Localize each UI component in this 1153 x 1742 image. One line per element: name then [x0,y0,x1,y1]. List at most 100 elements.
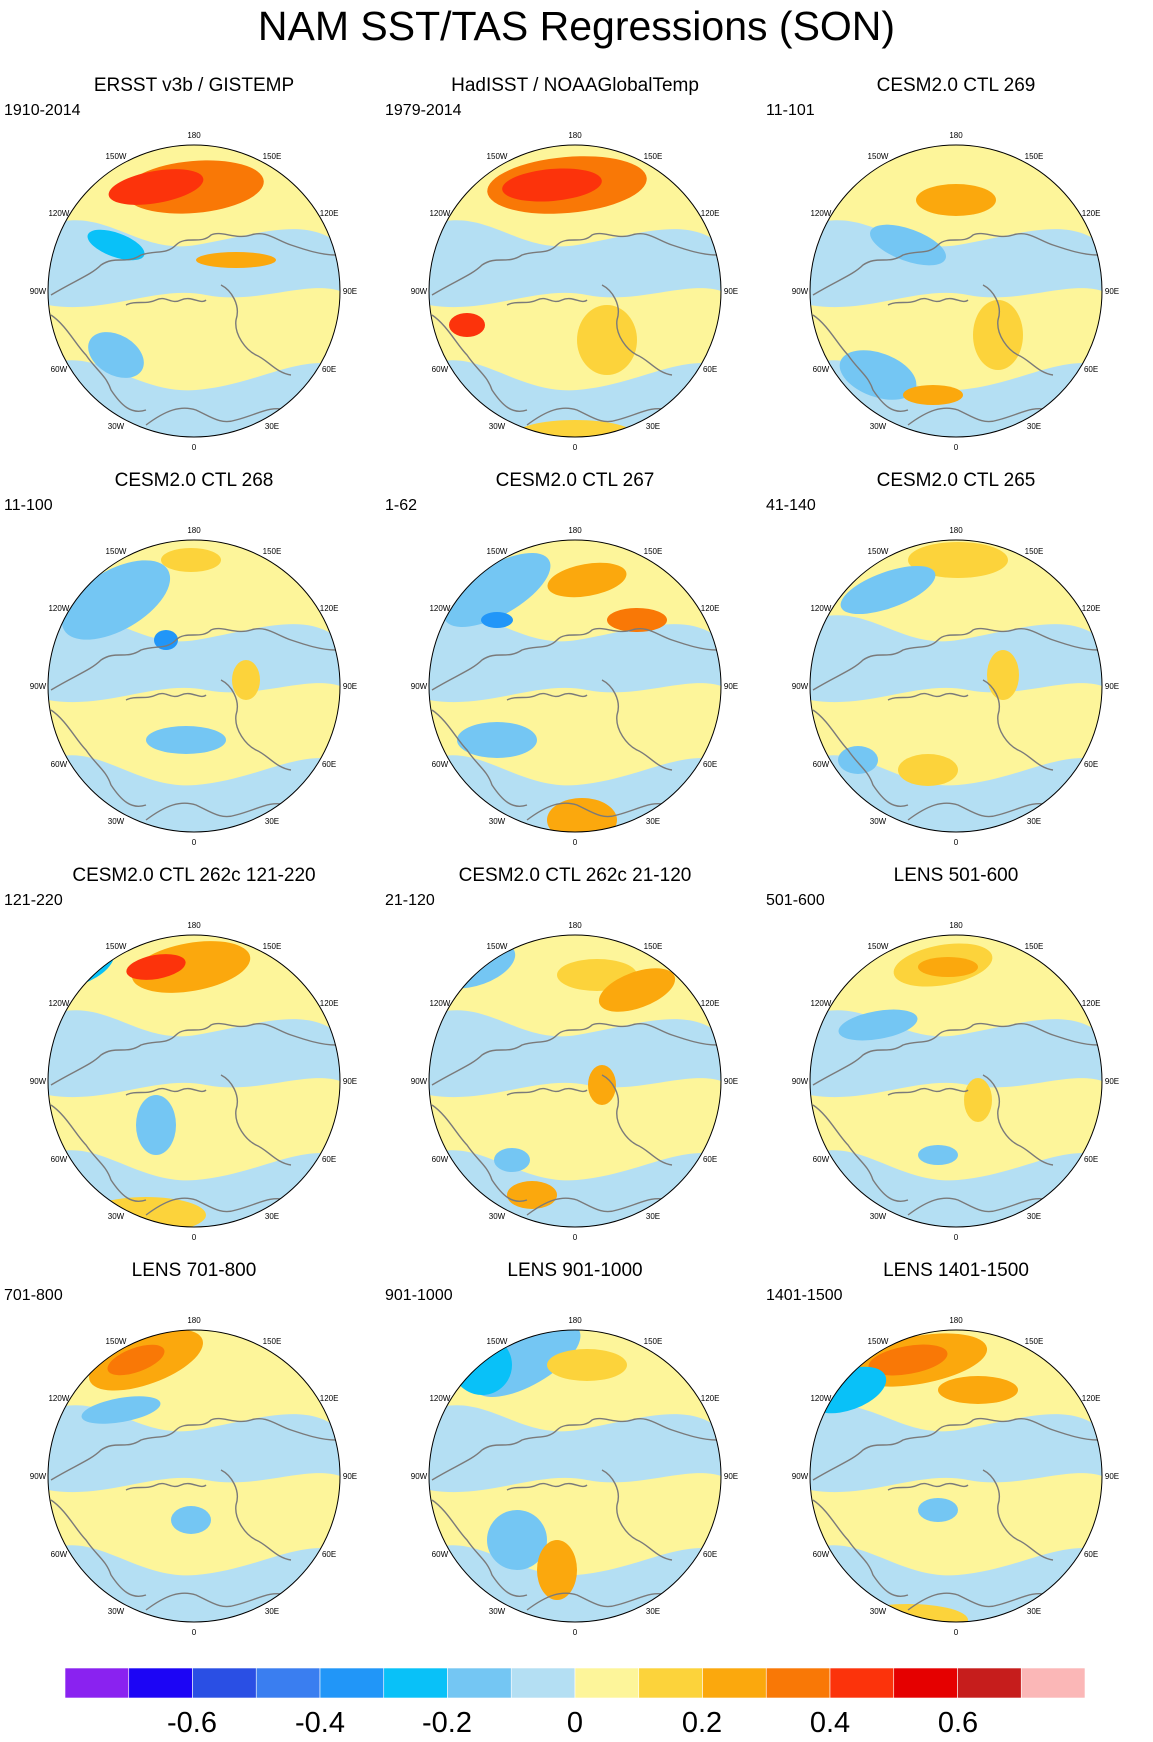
longitude-label: 30W [108,1212,125,1221]
figure-title: NAM SST/TAS Regressions (SON) [257,3,896,49]
anomaly-contour [903,385,963,405]
longitude-label: 120W [429,209,450,218]
longitude-label: 0 [954,1233,959,1242]
polar-map: 180 150E 120E 90E 60E 30E 0 30W 60W 90W 120W 150W [411,131,738,452]
longitude-label: 60W [51,1155,68,1164]
anomaly-contour [848,1604,968,1622]
longitude-label: 120W [810,999,831,1008]
longitude-label: 60E [322,1155,336,1164]
longitude-label: 60W [51,365,68,374]
longitude-label: 90W [411,287,428,296]
coastline [431,709,528,807]
anomaly-contour [502,168,602,202]
longitude-label: 90W [792,1472,809,1481]
colorbar-label: 0.4 [809,1707,851,1739]
longitude-label: 60W [51,1550,68,1559]
negative-anomaly-region [48,1010,340,1098]
polar-map: 180 150E 120E 90E 60E 30E 0 30W 60W 90W 120W 150W [792,526,1119,847]
longitude-label: 30W [489,817,506,826]
anomaly-contour [916,184,996,216]
longitude-label: 150E [263,547,282,556]
colorbar-label: -0.2 [422,1707,472,1739]
colorbar-swatch [765,1668,831,1698]
negative-anomaly-region [429,220,721,308]
longitude-label: 120E [320,209,339,218]
longitude-label: 0 [192,1628,197,1637]
coastline [506,1087,588,1096]
map-border [47,144,341,438]
anomaly-contour [146,726,226,754]
longitude-label: 60E [703,760,717,769]
panel-title: LENS 901-1000 [507,1260,643,1281]
longitude-label: 30W [870,1212,887,1221]
coastline [812,709,909,807]
longitude-label: 0 [573,838,578,847]
longitude-label: 30E [646,1212,660,1221]
longitude-label: 30E [1027,817,1041,826]
coastline [50,627,337,691]
longitude-label: 180 [568,526,582,535]
longitude-label: 60E [1084,760,1098,769]
longitude-label: 150E [1025,152,1044,161]
anomaly-contour [171,1506,211,1534]
longitude-label: 60E [703,1550,717,1559]
map-panel: CESM2.0 CTL 265 41-140 180 150E 120E 90E 60E… [766,470,1146,870]
panel-title: CESM2.0 CTL 265 [876,470,1036,491]
map-border [428,539,722,833]
colorbar [65,1668,1085,1698]
colorbar-swatch [829,1668,895,1698]
anomaly-contour [126,826,166,832]
longitude-label: 30E [646,1607,660,1616]
colorbar-swatch [319,1668,385,1698]
anomaly-contour [515,420,635,437]
longitude-label: 120W [48,1394,69,1403]
panel-period: 1-62 [385,497,418,514]
anomaly-contour [577,305,637,375]
longitude-label: 30E [646,422,660,431]
anomaly-contour [598,968,676,1012]
longitude-label: 180 [187,131,201,140]
colorbar-swatch [702,1668,767,1698]
panel-period: 41-140 [766,497,816,514]
longitude-label: 150W [106,547,127,556]
polar-map: 180 150E 120E 90E 60E 30E 0 30W 60W 90W 120W 150W [792,921,1119,1242]
longitude-label: 0 [192,443,197,452]
longitude-label: 90E [724,682,738,691]
coastline [506,297,588,306]
longitude-label: 150W [487,152,508,161]
panel-title: LENS 701-800 [131,1260,257,1281]
colorbar-swatch [574,1668,640,1698]
negative-anomaly-region [429,615,721,703]
longitude-label: 0 [954,1628,959,1637]
panel-period: 1401-1500 [766,1287,843,1304]
longitude-label: 60W [813,1550,830,1559]
anomaly-contour [126,954,186,980]
longitude-label: 150W [106,152,127,161]
longitude-label: 120W [48,209,69,218]
anomaly-contour [838,746,878,774]
longitude-label: 60W [432,1155,449,1164]
coastline [431,1022,718,1086]
anomaly-contour [87,229,145,261]
map-border [809,1329,1103,1623]
longitude-label: 180 [187,921,201,930]
anomaly-contour [840,565,936,615]
coastline [431,1104,528,1202]
coastline [982,1469,1054,1561]
map-panel: CESM2.0 CTL 269 11-101 180 150E 120E 90E 60E… [766,75,1146,475]
panel-title: CESM2.0 CTL 269 [876,75,1036,96]
coastline [601,284,673,376]
coastline [812,1417,1099,1481]
panel-title: CESM2.0 CTL 262c 21-120 [458,865,692,886]
longitude-label: 180 [187,526,201,535]
longitude-label: 150E [263,152,282,161]
panel-period: 11-100 [4,497,53,514]
longitude-label: 30E [265,1607,279,1616]
colorbar-swatch [255,1668,321,1698]
map-panel: CESM2.0 CTL 262c 121-220 121-220 180 150E… [4,865,384,1265]
longitude-label: 150E [644,547,663,556]
map-panel: HadISST / NOAAGlobalTemp 1979-2014 180 15… [385,75,765,475]
polar-map: 180 150E 120E 90E 60E 30E 0 30W 60W 90W 120W 150W [30,526,357,847]
coastline [506,692,588,701]
polar-map: 180 150E 120E 90E 60E 30E 0 30W 60W 90W 120W 150W [30,921,357,1242]
